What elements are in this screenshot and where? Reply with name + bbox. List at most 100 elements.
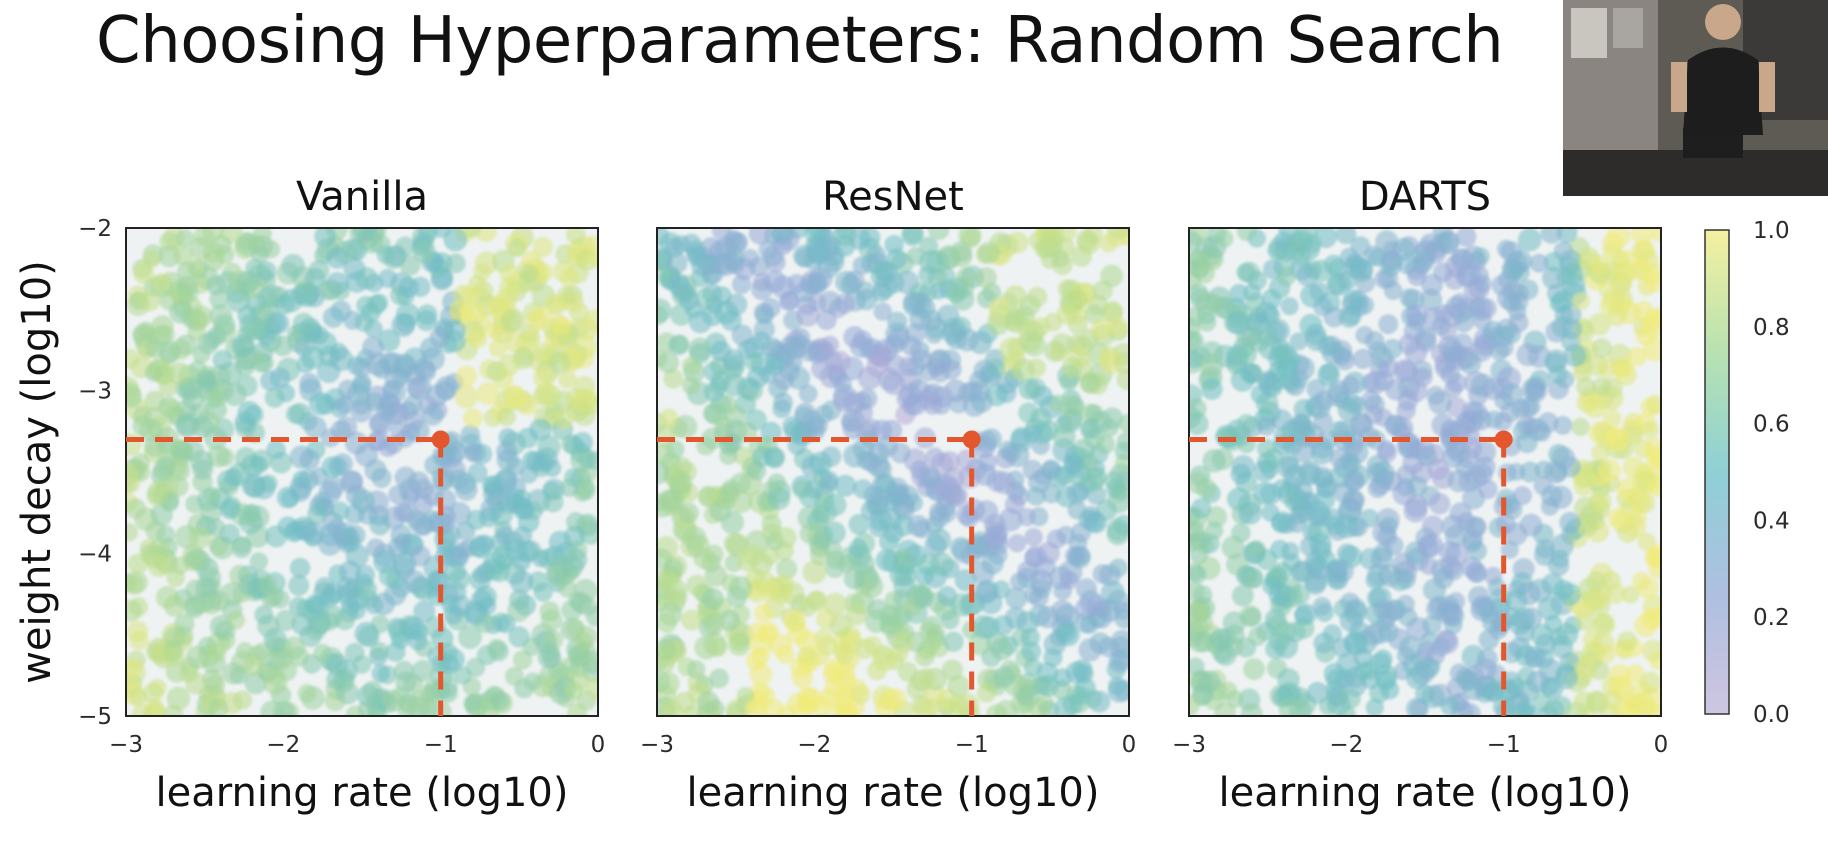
data-point — [417, 228, 439, 243]
data-point — [127, 553, 149, 574]
data-point — [188, 360, 208, 379]
data-point — [1516, 343, 1540, 367]
data-point — [371, 467, 392, 488]
data-point — [209, 304, 233, 328]
data-point — [561, 555, 584, 578]
data-point — [449, 300, 470, 321]
data-point — [823, 592, 848, 617]
plot-frame — [125, 227, 599, 717]
data-point — [1005, 586, 1028, 610]
data-point — [176, 261, 197, 282]
data-point — [1065, 661, 1088, 684]
data-point — [1508, 312, 1529, 333]
data-point — [707, 637, 728, 658]
data-point — [787, 692, 809, 715]
data-point — [563, 525, 586, 548]
data-point — [1371, 461, 1395, 485]
data-point — [238, 573, 262, 596]
data-point — [413, 600, 436, 623]
data-point — [507, 238, 527, 258]
data-point — [300, 686, 325, 710]
data-point — [1026, 486, 1046, 506]
data-point — [925, 447, 945, 467]
data-point — [1248, 626, 1268, 646]
data-point — [950, 245, 973, 268]
data-point — [158, 341, 181, 364]
data-point — [1571, 417, 1590, 437]
data-point — [682, 526, 707, 551]
data-point — [1537, 596, 1562, 621]
data-point — [1107, 676, 1127, 696]
data-point — [378, 268, 398, 289]
data-point — [261, 589, 280, 609]
colorbar-gradient — [1704, 229, 1730, 715]
data-point — [1573, 600, 1592, 620]
data-point — [1256, 548, 1278, 571]
data-point — [1063, 408, 1084, 428]
data-point — [775, 526, 797, 549]
data-point — [824, 493, 847, 517]
data-point — [792, 479, 812, 499]
data-point — [1378, 621, 1399, 643]
data-point — [1028, 698, 1050, 716]
data-point — [321, 456, 344, 479]
data-point — [296, 355, 315, 374]
data-point — [314, 228, 337, 248]
data-point — [681, 376, 700, 395]
data-point — [383, 583, 407, 606]
data-point — [958, 593, 982, 617]
data-point — [927, 228, 950, 241]
data-point — [231, 334, 255, 358]
data-point — [1088, 690, 1111, 713]
data-point — [852, 330, 873, 351]
data-point — [1193, 631, 1215, 653]
data-point — [504, 386, 528, 409]
data-point — [796, 303, 820, 327]
data-point — [461, 228, 482, 238]
data-point — [163, 626, 186, 649]
data-point — [1507, 462, 1526, 481]
data-point — [657, 649, 669, 672]
data-point — [322, 306, 344, 328]
data-point — [345, 543, 369, 568]
data-point — [289, 557, 311, 579]
data-point — [334, 609, 356, 631]
data-point — [326, 246, 349, 269]
data-point — [660, 489, 684, 512]
data-point — [1262, 575, 1282, 596]
data-point — [463, 693, 482, 713]
data-point — [929, 552, 954, 577]
data-point — [1428, 390, 1452, 415]
data-point — [1071, 482, 1090, 501]
data-point — [889, 563, 913, 587]
data-point — [1004, 285, 1027, 308]
data-point — [512, 650, 533, 670]
data-point — [892, 631, 915, 654]
data-point — [940, 610, 960, 630]
x-tick-label: −3 — [640, 732, 674, 758]
data-point — [1398, 607, 1418, 627]
data-point — [1585, 571, 1607, 592]
data-point — [1036, 605, 1060, 629]
data-point — [980, 365, 1001, 386]
data-point — [1612, 260, 1636, 284]
data-point — [1383, 281, 1403, 300]
data-point — [1011, 358, 1036, 382]
data-point — [455, 365, 477, 387]
data-point — [1319, 291, 1341, 313]
data-point — [206, 275, 227, 296]
data-point — [1524, 649, 1544, 669]
data-point — [264, 525, 288, 548]
data-point — [162, 399, 181, 418]
data-point — [1491, 274, 1513, 297]
data-point — [936, 304, 960, 328]
data-point — [1273, 621, 1296, 644]
data-point — [1440, 696, 1460, 716]
data-point — [1092, 280, 1114, 301]
data-point — [1276, 266, 1296, 287]
data-point — [794, 402, 817, 425]
data-point — [878, 531, 900, 552]
data-point — [1602, 409, 1622, 429]
data-point — [901, 335, 922, 357]
data-point — [1278, 697, 1303, 716]
